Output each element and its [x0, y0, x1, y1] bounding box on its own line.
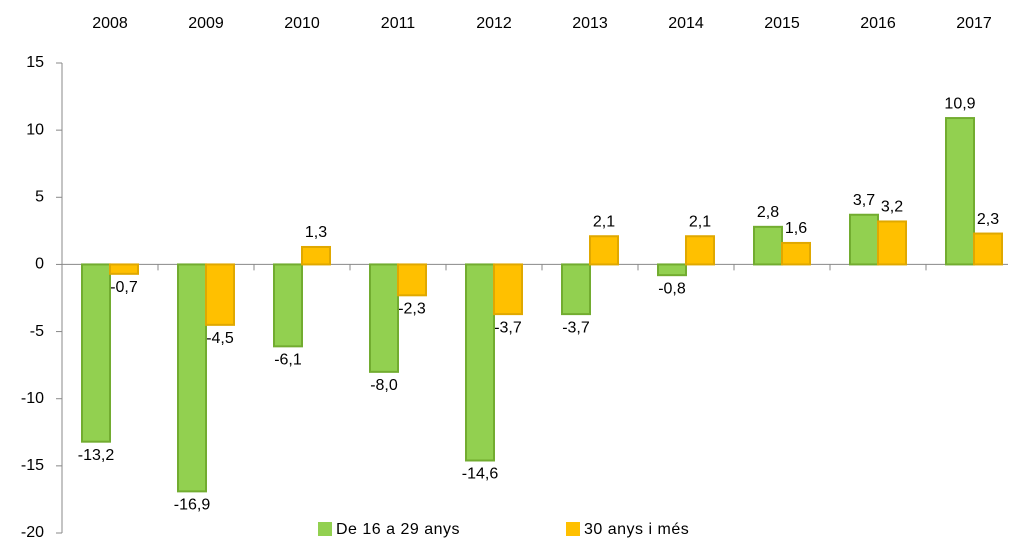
y-tick-label: 5 — [35, 189, 44, 206]
y-tick-label: 15 — [26, 54, 44, 71]
bar — [493, 263, 523, 316]
y-tick-label: -15 — [21, 457, 44, 474]
bar — [301, 245, 331, 266]
x-tick-label: 2012 — [476, 15, 512, 32]
x-tick-label: 2017 — [956, 15, 992, 32]
bar — [973, 232, 1003, 266]
bar — [849, 213, 879, 266]
value-label: -0,8 — [658, 280, 686, 297]
value-label: -8,0 — [370, 377, 398, 394]
y-tick-label: 10 — [26, 121, 44, 138]
bar — [753, 225, 783, 266]
x-tick-label: 2010 — [284, 15, 320, 32]
value-label: 2,8 — [757, 204, 779, 221]
value-label: 3,2 — [881, 199, 903, 216]
bar — [561, 263, 591, 316]
value-label: 1,6 — [785, 220, 807, 237]
legend-label: 30 anys i més — [584, 521, 689, 538]
value-label: -13,2 — [78, 447, 115, 464]
value-label: -16,9 — [174, 497, 211, 514]
bar — [877, 220, 907, 266]
value-label: -6,1 — [274, 352, 302, 369]
value-label: 2,1 — [689, 213, 711, 230]
value-label: 1,3 — [305, 224, 327, 241]
x-tick-label: 2011 — [381, 15, 416, 32]
value-label: 10,9 — [944, 95, 975, 112]
bar — [945, 117, 975, 266]
bar — [589, 235, 619, 266]
bar — [273, 263, 303, 348]
y-tick-label: -5 — [30, 323, 44, 340]
x-tick-label: 2013 — [572, 15, 608, 32]
value-label: -3,7 — [562, 319, 590, 336]
x-tick-label: 2016 — [860, 15, 896, 32]
x-tick-label: 2015 — [764, 15, 800, 32]
legend-label: De 16 a 29 anys — [336, 521, 460, 538]
value-label: 2,1 — [593, 213, 615, 230]
y-tick-label: 0 — [35, 256, 44, 273]
legend-swatch — [318, 522, 332, 536]
bar — [81, 263, 111, 443]
bar — [397, 263, 427, 297]
x-tick-label: 2008 — [92, 15, 128, 32]
y-tick-label: -20 — [21, 524, 44, 541]
bar — [109, 263, 139, 275]
value-label: -14,6 — [462, 466, 499, 483]
x-tick-label: 2014 — [668, 15, 704, 32]
value-label: -0,7 — [110, 279, 138, 296]
x-tick-label: 2009 — [188, 15, 224, 32]
value-label: 3,7 — [853, 192, 875, 209]
value-label: -4,5 — [206, 330, 234, 347]
bar — [205, 263, 235, 326]
value-label: -2,3 — [398, 301, 426, 318]
bar — [177, 263, 207, 493]
value-label: -3,7 — [494, 319, 522, 336]
bar — [465, 263, 495, 462]
bar — [685, 235, 715, 266]
bar — [781, 241, 811, 266]
bar — [657, 263, 687, 277]
y-tick-label: -10 — [21, 390, 44, 407]
value-label: 2,3 — [977, 211, 999, 228]
legend-swatch — [566, 522, 580, 536]
bar — [369, 263, 399, 373]
